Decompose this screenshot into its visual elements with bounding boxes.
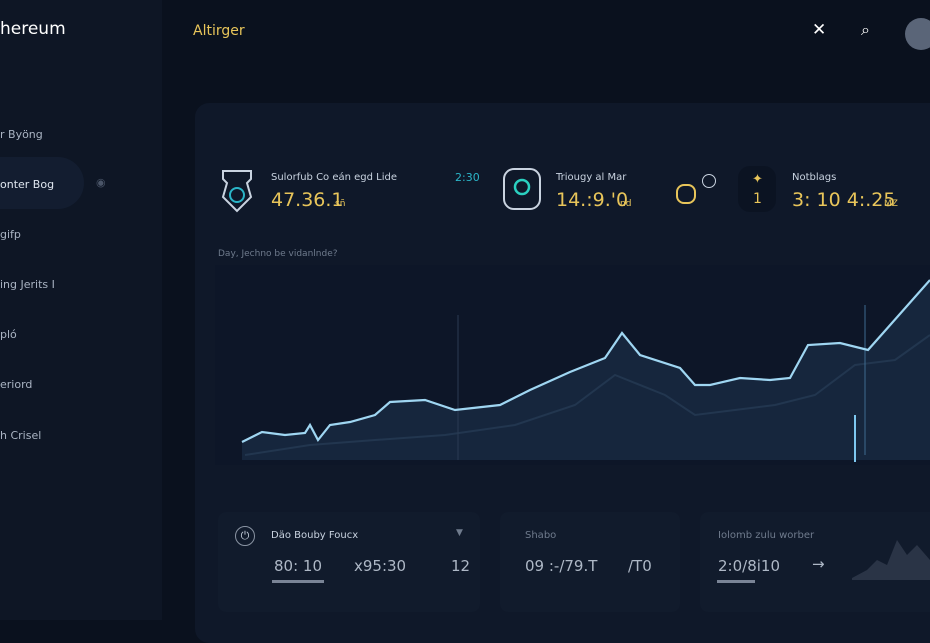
chart-icon — [503, 168, 541, 210]
secondary-line — [244, 334, 930, 456]
close-button[interactable]: ✕ — [812, 20, 827, 40]
card-value: 2:0/8i10 — [718, 557, 780, 575]
card-title: Shabo — [525, 530, 557, 541]
sidebar — [0, 0, 162, 620]
chart-caption: Day, Jechno be vidanlnde? — [218, 249, 338, 259]
card-value: 12 — [451, 557, 471, 575]
nav-item[interactable]: pló — [0, 328, 17, 341]
brand: hereum — [0, 19, 66, 39]
stat-unit: MZ — [884, 199, 898, 209]
stat-badge: 1 — [753, 191, 762, 207]
card-arrow[interactable]: → — [812, 555, 825, 573]
stat-time: 2:30 — [455, 171, 480, 184]
avatar[interactable] — [905, 18, 930, 50]
search-button[interactable]: ⌕ — [861, 20, 870, 39]
bottom-card — [500, 512, 680, 612]
progress — [272, 580, 324, 583]
nav-item[interactable]: gifp — [0, 228, 21, 241]
stat-label: Notblags — [792, 172, 837, 183]
card-value: /T0 — [628, 557, 652, 575]
card-value: 80: 10 — [274, 557, 322, 575]
info-icon[interactable] — [702, 174, 716, 188]
coin-icon — [676, 184, 696, 204]
power-icon[interactable]: ⏻ — [235, 526, 255, 546]
stat-value: 14.:9.'0 — [556, 189, 629, 211]
card-value: x95:30 — [354, 557, 407, 575]
shield-icon — [221, 170, 253, 213]
progress — [717, 580, 755, 583]
mini-chart — [852, 540, 930, 580]
nav-item[interactable]: eriord — [0, 378, 33, 391]
eye-icon[interactable]: ◉ — [96, 176, 106, 189]
nav-highlight — [0, 157, 84, 209]
nav-item[interactable]: r Byöng — [0, 128, 43, 141]
dropdown[interactable]: ▼ — [456, 528, 463, 538]
bottom-card — [218, 512, 480, 612]
page-title: Altirger — [193, 23, 245, 39]
star-icon: ✦ — [752, 172, 763, 187]
stat-unit: sñ — [335, 199, 346, 209]
price-line — [241, 279, 930, 443]
badge-box — [738, 166, 776, 212]
chart-area — [215, 265, 930, 465]
stat-label: Triougy al Mar — [556, 172, 627, 183]
nav-item[interactable]: ing Jerits I — [0, 278, 55, 291]
nav-item[interactable]: h Crisel — [0, 429, 42, 442]
stat-value: 3: 10 4:.25 — [792, 189, 896, 211]
card-title: Iolomb zulu worber — [718, 530, 815, 541]
stat-value: 47.36.1 — [271, 189, 344, 211]
area-fill — [242, 280, 930, 460]
card-value: 09 :-/79.T — [525, 557, 598, 575]
card-title: Däo Bouby Foucx — [271, 530, 359, 541]
stat-unit: nd — [620, 199, 632, 209]
stat-label: Sulorfub Co eán egd Lide — [271, 172, 398, 183]
nav-item[interactable]: onter Bog — [0, 178, 55, 191]
